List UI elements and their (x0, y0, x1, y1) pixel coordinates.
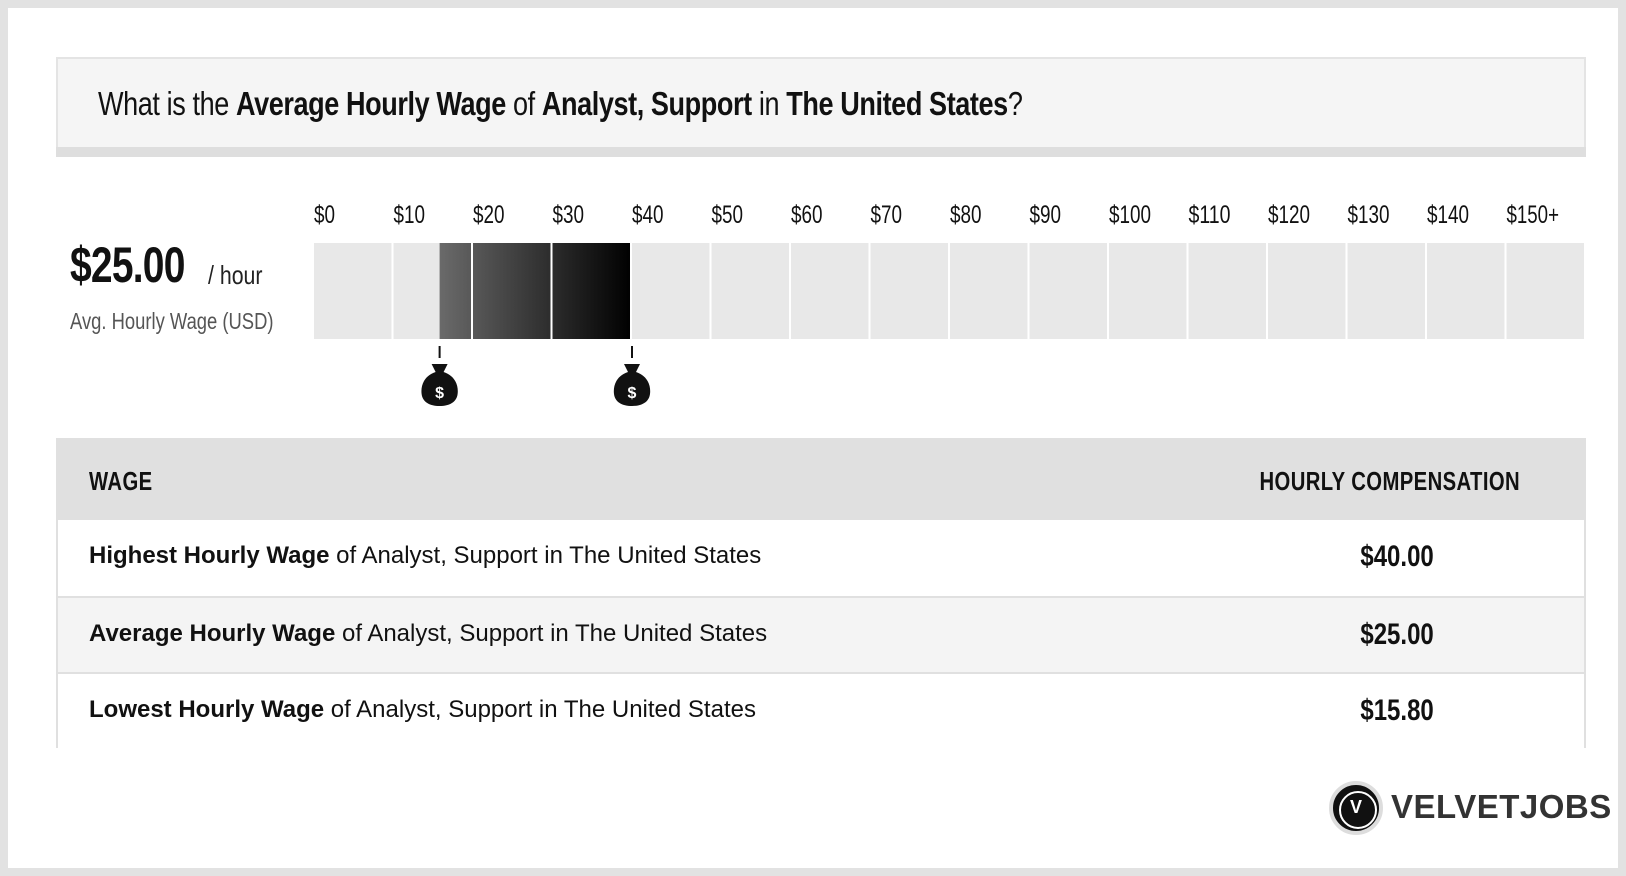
bar-segment (711, 243, 789, 339)
bar-segment (1506, 243, 1584, 339)
range-separator (630, 243, 632, 339)
title-bar: What is the Average Hourly Wage of Analy… (56, 57, 1586, 157)
average-wage-caption: Avg. Hourly Wage (USD) (70, 308, 274, 334)
page-title: What is the Average Hourly Wage of Analy… (98, 85, 1023, 122)
bar-segment (632, 243, 710, 339)
tick-label: $130 (1348, 201, 1390, 229)
bar-segment (870, 243, 948, 339)
velvetjobs-logo: V VELVETJOBS (1329, 778, 1611, 838)
tick-label: $150+ (1507, 201, 1560, 229)
wage-range-bar (439, 243, 632, 339)
tick-label: $60 (791, 201, 823, 229)
table-row-lowest: Lowest Hourly Wage of Analyst, Support i… (58, 672, 1584, 748)
tick-label: $10 (394, 201, 426, 229)
tick-label: $90 (1030, 201, 1062, 229)
tick-label: $80 (950, 201, 982, 229)
tick-label: $110 (1189, 201, 1231, 229)
range-separator (471, 243, 473, 339)
header-hourly-compensation: HOURLY COMPENSATION (1259, 466, 1520, 496)
tick-label: $120 (1268, 201, 1310, 229)
bar-segment (950, 243, 1028, 339)
row-label: Average Hourly Wage of Analyst, Support … (89, 620, 768, 647)
bar-segment (791, 243, 869, 339)
tick-label: $20 (473, 201, 505, 229)
bar-segment (1427, 243, 1505, 339)
average-wage-unit: / hour (208, 260, 263, 290)
bar-segment (1347, 243, 1425, 339)
money-bag-icon: $ (613, 364, 651, 406)
range-separator (550, 243, 553, 339)
bar-segment (314, 243, 392, 339)
row-value: $40.00 (1360, 540, 1434, 573)
logo-text: VELVETJOBS (1391, 788, 1612, 825)
svg-text:$: $ (435, 385, 444, 402)
bar-segment (1109, 243, 1187, 339)
table-row-highest: Highest Hourly Wage of Analyst, Support … (58, 520, 1584, 596)
wage-table: WAGE HOURLY COMPENSATION Highest Hourly … (56, 438, 1586, 748)
bar-segment (552, 243, 630, 339)
logo-circle-icon: V (1329, 781, 1383, 835)
tick-label: $40 (632, 201, 664, 229)
bar-segment (1029, 243, 1107, 339)
bar-segment (1188, 243, 1266, 339)
table-header-row: WAGE HOURLY COMPENSATION (58, 440, 1584, 520)
row-value: $15.80 (1360, 694, 1434, 727)
row-label: Highest Hourly Wage of Analyst, Support … (89, 542, 762, 569)
bar-segment (1268, 243, 1346, 339)
tick-label: $30 (553, 201, 585, 229)
row-label: Lowest Hourly Wage of Analyst, Support i… (89, 696, 756, 723)
tick-label: $0 (314, 201, 335, 229)
bar-segment (393, 243, 471, 339)
header-wage: WAGE (89, 466, 153, 496)
tick-label: $140 (1427, 201, 1469, 229)
tick-label: $100 (1109, 201, 1151, 229)
svg-text:$: $ (628, 385, 637, 402)
tick-label: $50 (712, 201, 744, 229)
bar-segment (473, 243, 551, 339)
money-bag-icon: $ (421, 364, 458, 406)
table-row-average: Average Hourly Wage of Analyst, Support … (58, 596, 1584, 672)
row-value: $25.00 (1360, 618, 1434, 651)
average-wage-value: $25.00 (70, 237, 185, 293)
tick-label: $70 (871, 201, 903, 229)
